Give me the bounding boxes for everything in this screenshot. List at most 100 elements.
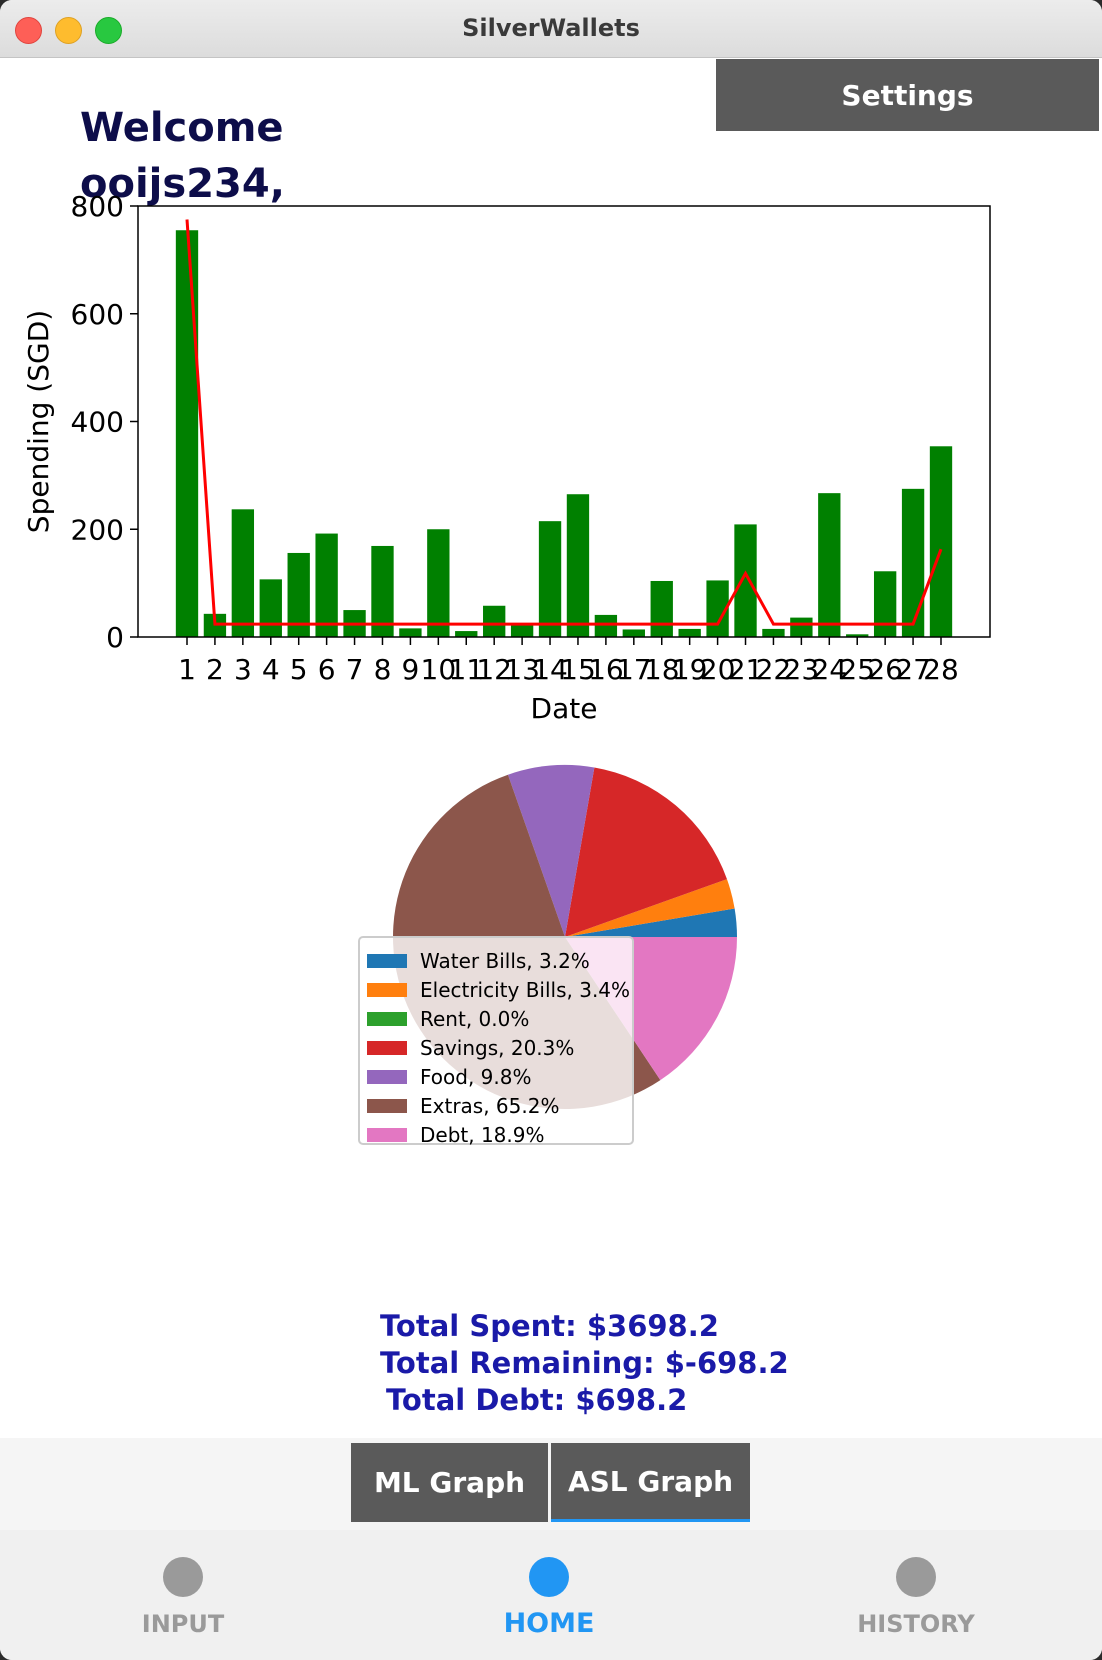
legend-swatch-0: [367, 954, 407, 968]
x-tick-label-19: 19: [672, 653, 708, 686]
bar-13: [510, 624, 534, 637]
legend-label-4: Food, 9.8%: [420, 1065, 531, 1089]
bar-28: [929, 446, 953, 637]
history-icon: [896, 1557, 936, 1597]
trend-line: [185, 219, 943, 626]
x-tick-label-7: 7: [346, 653, 364, 686]
bar-5: [287, 552, 310, 637]
bar-6: [315, 533, 338, 637]
bar-26: [873, 571, 897, 637]
settings-button[interactable]: Settings: [716, 59, 1099, 131]
x-tick-label-9: 9: [401, 653, 419, 686]
welcome-username: ooijs234,: [80, 161, 285, 207]
x-tick-label-6: 6: [318, 653, 336, 686]
bar-23: [790, 617, 813, 637]
ml-graph-button[interactable]: ML Graph: [351, 1443, 548, 1522]
window-title: SilverWallets: [462, 14, 640, 42]
bar-1: [175, 230, 199, 637]
bar-21: [734, 524, 757, 637]
home-icon: [529, 1557, 569, 1597]
y-tick-label-400: 400: [71, 406, 124, 439]
x-tick-label-10: 10: [421, 653, 457, 686]
total-remaining: Total Remaining: $-698.2: [380, 1346, 789, 1380]
legend-swatch-1: [367, 983, 407, 997]
asl-graph-button[interactable]: ASL Graph: [551, 1443, 750, 1522]
bar-12: [483, 605, 506, 637]
x-tick-label-3: 3: [234, 653, 252, 686]
nav-label-home: HOME: [503, 1608, 595, 1639]
x-tick-label-14: 14: [532, 653, 568, 686]
legend-swatch-2: [367, 1012, 407, 1026]
nav-label-input: INPUT: [141, 1610, 225, 1638]
y-tick-label-800: 800: [71, 190, 124, 223]
spending-breakdown-pie-chart: Water Bills, 3.2% Electricity Bills, 3.4%…: [358, 765, 737, 1147]
input-icon: [163, 1557, 203, 1597]
bar-10: [427, 529, 450, 637]
x-tick-label-28: 28: [923, 653, 959, 686]
bar-27: [901, 488, 925, 637]
bar-17: [622, 629, 645, 637]
legend-label-3: Savings, 20.3%: [420, 1036, 574, 1060]
x-tick-label-4: 4: [262, 653, 280, 686]
bar-22: [762, 628, 785, 637]
total-spent: Total Spent: $3698.2: [380, 1309, 719, 1343]
y-axis-label: Spending (SGD): [22, 310, 55, 533]
bottom-navigation: INPUT HOME HISTORY: [0, 1530, 1102, 1660]
legend-swatch-3: [367, 1041, 407, 1055]
bar-14: [538, 521, 562, 637]
bar-25: [846, 634, 869, 637]
title-bar: SilverWallets: [0, 0, 1102, 58]
x-tick-label-27: 27: [895, 653, 931, 686]
x-axis-label: Date: [531, 692, 598, 725]
x-tick-label-26: 26: [867, 653, 903, 686]
legend-label-6: Debt, 18.9%: [420, 1123, 545, 1147]
x-tick-label-22: 22: [756, 653, 792, 686]
x-tick-label-1: 1: [178, 653, 196, 686]
x-tick-label-17: 17: [616, 653, 652, 686]
x-tick-label-8: 8: [374, 653, 392, 686]
nav-label-history: HISTORY: [857, 1610, 975, 1638]
pie-slice-0: [565, 908, 737, 937]
pie-slice-3: [565, 767, 727, 937]
bar-19: [678, 628, 701, 637]
bar-9: [399, 628, 422, 637]
totals-summary: Total Spent: $3698.2 Total Remaining: $-…: [380, 1308, 789, 1419]
x-tick-label-23: 23: [784, 653, 820, 686]
x-tick-label-16: 16: [588, 653, 624, 686]
y-tick-label-0: 0: [106, 621, 124, 654]
x-tick-label-18: 18: [644, 653, 680, 686]
nav-item-home[interactable]: HOME: [449, 1530, 649, 1660]
legend-label-5: Extras, 65.2%: [420, 1094, 559, 1118]
minimize-window-button[interactable]: [55, 17, 82, 44]
y-tick-label-600: 600: [71, 298, 124, 331]
x-tick-label-15: 15: [560, 653, 596, 686]
nav-item-history[interactable]: HISTORY: [816, 1530, 1016, 1660]
x-tick-label-12: 12: [476, 653, 512, 686]
bar-16: [594, 614, 618, 637]
bar-24: [818, 493, 841, 637]
x-tick-label-21: 21: [728, 653, 764, 686]
x-tick-label-20: 20: [700, 653, 736, 686]
pie-legend: [358, 936, 634, 1145]
y-tick-label-200: 200: [71, 513, 124, 546]
maximize-window-button[interactable]: [95, 17, 122, 44]
x-tick-label-24: 24: [811, 653, 847, 686]
total-debt: Total Debt: $698.2: [386, 1383, 688, 1417]
welcome-line-1: Welcome: [80, 105, 284, 151]
pie-slice-4: [507, 765, 595, 937]
legend-label-2: Rent, 0.0%: [420, 1007, 529, 1031]
close-window-button[interactable]: [15, 17, 42, 44]
x-tick-label-11: 11: [448, 653, 484, 686]
legend-label-1: Electricity Bills, 3.4%: [420, 978, 630, 1002]
x-tick-label-25: 25: [839, 653, 875, 686]
welcome-message: Welcome ooijs234,: [80, 100, 285, 212]
legend-swatch-6: [367, 1128, 407, 1142]
x-tick-label-2: 2: [206, 653, 224, 686]
bar-15: [566, 494, 590, 637]
pie-slice-1: [565, 879, 735, 937]
nav-item-input[interactable]: INPUT: [83, 1530, 283, 1660]
bar-8: [371, 545, 394, 637]
x-tick-label-13: 13: [504, 653, 540, 686]
bar-11: [455, 631, 478, 637]
